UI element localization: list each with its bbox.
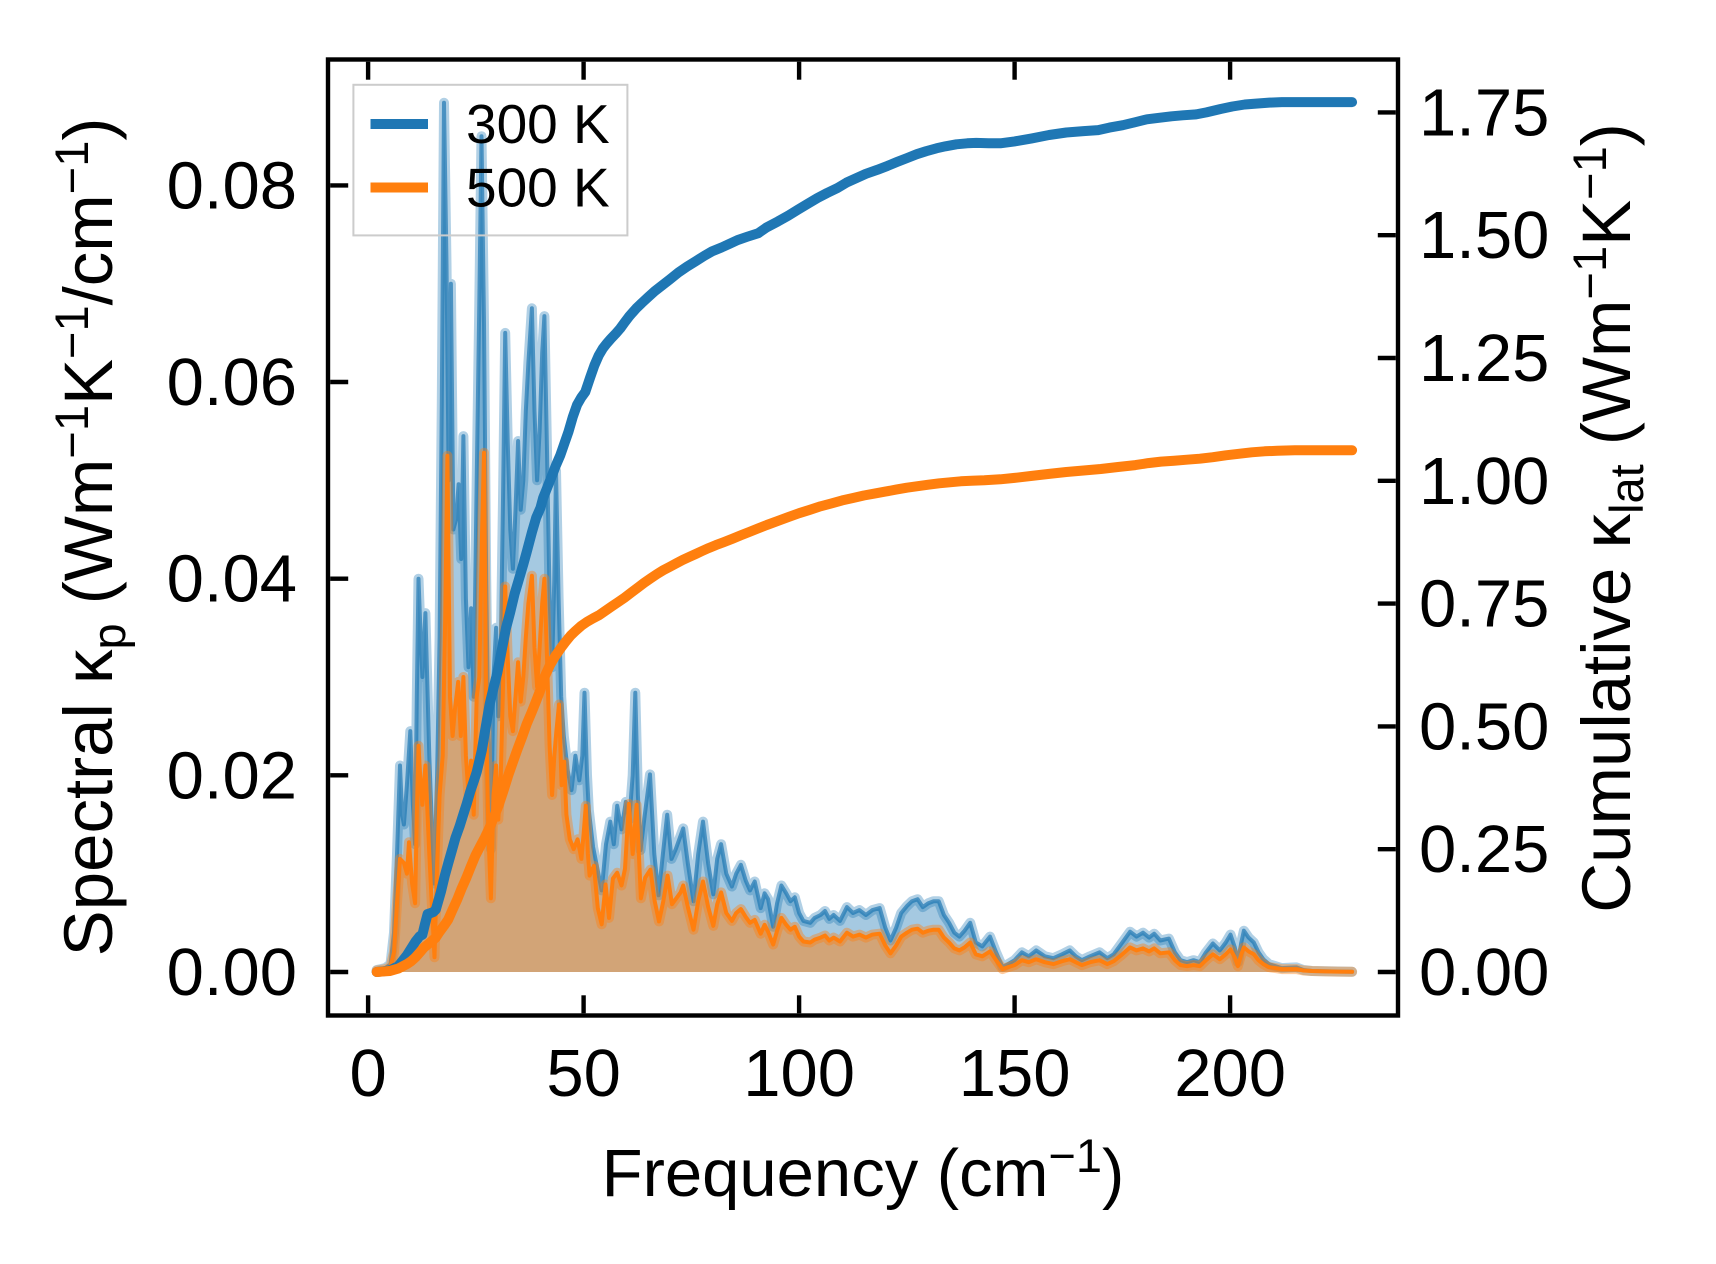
svg-text:300 K: 300 K bbox=[466, 93, 610, 155]
svg-text:Frequency (cm−1): Frequency (cm−1) bbox=[602, 1129, 1125, 1211]
svg-text:150: 150 bbox=[959, 1036, 1071, 1111]
svg-text:50: 50 bbox=[546, 1036, 621, 1111]
svg-text:1.75: 1.75 bbox=[1419, 75, 1549, 150]
svg-text:1.50: 1.50 bbox=[1419, 198, 1549, 273]
svg-text:0.02: 0.02 bbox=[167, 738, 297, 813]
svg-text:0: 0 bbox=[349, 1036, 386, 1111]
svg-text:200: 200 bbox=[1174, 1036, 1286, 1111]
svg-text:0.08: 0.08 bbox=[167, 148, 297, 223]
svg-text:500 K: 500 K bbox=[466, 157, 610, 219]
svg-text:Cumulative κlat (Wm−1K−1): Cumulative κlat (Wm−1K−1) bbox=[1563, 123, 1653, 912]
svg-text:100: 100 bbox=[743, 1036, 855, 1111]
svg-text:0.00: 0.00 bbox=[167, 935, 297, 1010]
svg-text:0.75: 0.75 bbox=[1419, 567, 1549, 642]
svg-text:Spectral κp (Wm−1K−1/cm−1): Spectral κp (Wm−1K−1/cm−1) bbox=[45, 118, 135, 957]
svg-text:1.25: 1.25 bbox=[1419, 321, 1549, 396]
svg-text:1.00: 1.00 bbox=[1419, 444, 1549, 519]
svg-text:0.06: 0.06 bbox=[167, 345, 297, 420]
svg-text:0.00: 0.00 bbox=[1419, 935, 1549, 1010]
svg-text:0.50: 0.50 bbox=[1419, 689, 1549, 764]
svg-text:0.25: 0.25 bbox=[1419, 812, 1549, 887]
svg-text:0.04: 0.04 bbox=[167, 542, 297, 617]
